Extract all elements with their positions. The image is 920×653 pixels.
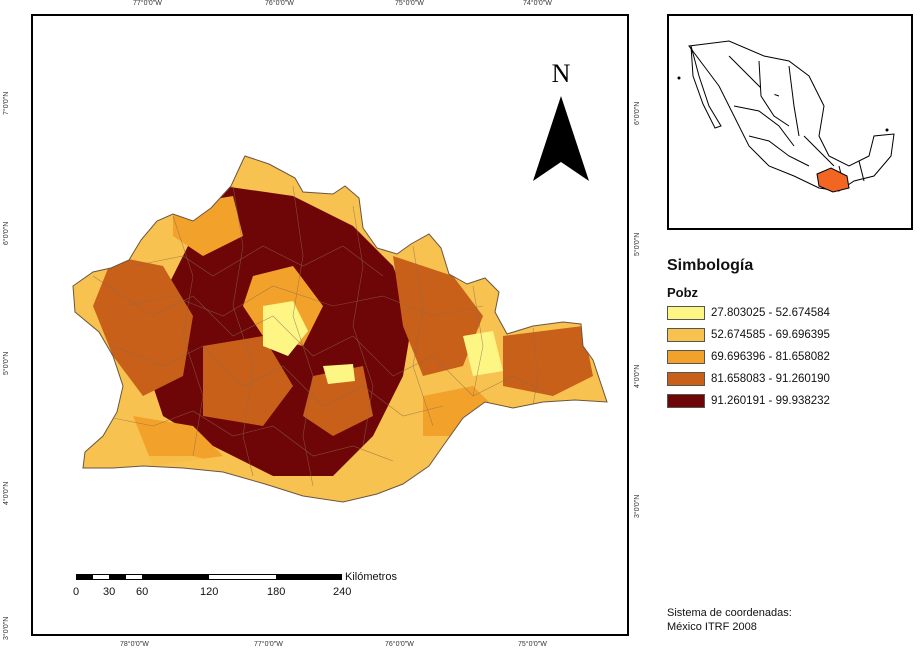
north-arrow-icon bbox=[533, 96, 589, 181]
legend-swatch bbox=[667, 306, 705, 320]
bottom-tick-3: 76°0'0"W bbox=[385, 641, 414, 648]
right-tick-3: 4°0'0"N bbox=[634, 364, 641, 388]
scale-label-60: 60 bbox=[136, 586, 149, 598]
scale-bar-graphic bbox=[76, 574, 342, 580]
left-tick-1: 7°0'0"N bbox=[3, 91, 10, 115]
legend-label: 91.260191 - 99.938232 bbox=[711, 395, 830, 407]
legend-swatch bbox=[667, 328, 705, 342]
bottom-tick-1: 78°0'0"W bbox=[120, 641, 149, 648]
legend-swatch bbox=[667, 394, 705, 408]
main-map-frame: N bbox=[31, 14, 629, 636]
legend-swatch bbox=[667, 350, 705, 364]
bottom-tick-4: 75°0'0"W bbox=[518, 641, 547, 648]
legend-swatch bbox=[667, 372, 705, 386]
coordinate-system-note: Sistema de coordenadas: México ITRF 2008 bbox=[667, 606, 792, 634]
state-outline bbox=[72, 155, 608, 503]
top-tick-3: 75°0'0"W bbox=[395, 0, 424, 7]
legend-item: 91.260191 - 99.938232 bbox=[667, 393, 830, 409]
scale-unit: Kilómetros bbox=[345, 571, 397, 583]
top-tick-1: 77°0'0"W bbox=[133, 0, 162, 7]
legend-label: 52.674585 - 69.696395 bbox=[711, 329, 830, 341]
oaxaca-map: N bbox=[72, 59, 608, 503]
right-tick-4: 3°0'0"N bbox=[634, 494, 641, 518]
left-tick-4: 4°0'0"N bbox=[3, 481, 10, 505]
legend-field: Pobz bbox=[667, 285, 699, 300]
bottom-tick-2: 77°0'0"W bbox=[254, 641, 283, 648]
scale-label-120: 120 bbox=[200, 586, 219, 598]
legend-item: 81.658083 - 91.260190 bbox=[667, 371, 830, 387]
legend-label: 81.658083 - 91.260190 bbox=[711, 373, 830, 385]
left-tick-5: 3°0'0"N bbox=[3, 616, 10, 640]
mexico-inset-map bbox=[677, 40, 895, 193]
legend-item: 52.674585 - 69.696395 bbox=[667, 327, 830, 343]
scale-label-30: 30 bbox=[103, 586, 116, 598]
legend-item: 27.803025 - 52.674584 bbox=[667, 305, 830, 321]
right-tick-1: 6°0'0"N bbox=[634, 101, 641, 125]
top-tick-4: 74°0'0"W bbox=[523, 0, 552, 7]
legend-label: 27.803025 - 52.674584 bbox=[711, 307, 830, 319]
top-tick-2: 76°0'0"W bbox=[265, 0, 294, 7]
scale-label-180: 180 bbox=[267, 586, 286, 598]
north-letter: N bbox=[552, 59, 571, 88]
legend-title: Simbología bbox=[667, 257, 754, 274]
right-tick-2: 5°0'0"N bbox=[634, 232, 641, 256]
oaxaca-highlight bbox=[816, 167, 850, 193]
scale-bar bbox=[76, 574, 346, 582]
inset-map-frame bbox=[667, 14, 913, 230]
crs-line-2: México ITRF 2008 bbox=[667, 621, 757, 633]
crs-line-1: Sistema de coordenadas: bbox=[667, 607, 792, 619]
legend-label: 69.696396 - 81.658082 bbox=[711, 351, 830, 363]
left-tick-2: 6°0'0"N bbox=[3, 221, 10, 245]
legend-item: 69.696396 - 81.658082 bbox=[667, 349, 830, 365]
scale-label-240: 240 bbox=[333, 586, 352, 598]
left-tick-3: 5°0'0"N bbox=[3, 351, 10, 375]
scale-label-0: 0 bbox=[73, 586, 80, 598]
